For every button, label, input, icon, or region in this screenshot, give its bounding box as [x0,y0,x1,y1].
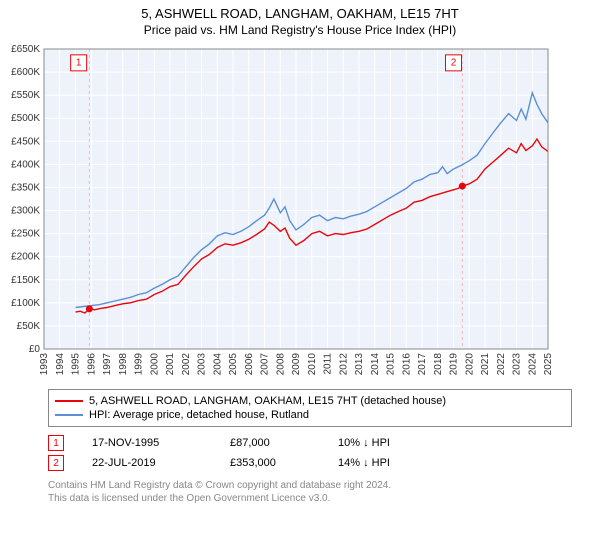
svg-text:1: 1 [76,57,82,68]
svg-text:2019: 2019 [449,353,460,376]
svg-text:2012: 2012 [338,353,349,376]
svg-text:£400K: £400K [11,159,40,170]
svg-text:£150K: £150K [11,275,40,286]
svg-text:1999: 1999 [134,353,145,376]
legend: 5, ASHWELL ROAD, LANGHAM, OAKHAM, LE15 7… [48,389,572,427]
svg-text:2020: 2020 [464,353,475,376]
line-chart-svg: £0£50K£100K£150K£200K£250K£300K£350K£400… [0,41,560,381]
svg-text:£650K: £650K [11,44,40,55]
svg-text:£350K: £350K [11,182,40,193]
svg-text:2002: 2002 [181,353,192,376]
svg-text:£50K: £50K [17,321,41,332]
legend-item: 5, ASHWELL ROAD, LANGHAM, OAKHAM, LE15 7… [55,394,565,408]
transaction-price: £87,000 [230,437,310,449]
svg-text:2006: 2006 [244,353,255,376]
svg-text:£550K: £550K [11,90,40,101]
svg-text:£250K: £250K [11,229,40,240]
svg-text:£100K: £100K [11,298,40,309]
legend-label: 5, ASHWELL ROAD, LANGHAM, OAKHAM, LE15 7… [89,395,446,407]
transaction-date: 22-JUL-2019 [92,457,202,469]
legend-swatch [55,414,83,416]
transaction-date: 17-NOV-1995 [92,437,202,449]
svg-text:2024: 2024 [527,353,538,376]
svg-text:£600K: £600K [11,67,40,78]
svg-text:£300K: £300K [11,206,40,217]
transactions-table: 1 17-NOV-1995 £87,000 10% ↓ HPI 2 22-JUL-2019… [48,433,572,473]
transaction-delta: 10% ↓ HPI [338,437,428,449]
svg-text:2021: 2021 [480,353,491,376]
footer-line2: This data is licensed under the Open Gov… [48,492,572,505]
svg-text:1993: 1993 [39,353,50,376]
svg-text:2001: 2001 [165,353,176,376]
svg-text:2008: 2008 [275,353,286,376]
svg-text:2007: 2007 [260,353,271,376]
svg-text:2016: 2016 [401,353,412,376]
svg-text:1997: 1997 [102,353,113,376]
transaction-marker: 1 [48,435,64,451]
svg-text:2023: 2023 [512,353,523,376]
svg-text:£500K: £500K [11,113,40,124]
svg-text:1995: 1995 [71,353,82,376]
legend-item: HPI: Average price, detached house, Rutl… [55,408,565,422]
svg-text:£450K: £450K [11,136,40,147]
transaction-price: £353,000 [230,457,310,469]
chart-area: £0£50K£100K£150K£200K£250K£300K£350K£400… [0,41,600,381]
transaction-delta: 14% ↓ HPI [338,457,428,469]
svg-text:2018: 2018 [433,353,444,376]
transaction-row: 2 22-JUL-2019 £353,000 14% ↓ HPI [48,453,572,473]
svg-text:2010: 2010 [307,353,318,376]
legend-label: HPI: Average price, detached house, Rutl… [89,409,309,421]
transaction-marker: 2 [48,455,64,471]
svg-text:2013: 2013 [354,353,365,376]
svg-text:2022: 2022 [496,353,507,376]
svg-text:£200K: £200K [11,252,40,263]
svg-text:1996: 1996 [86,353,97,376]
footer-attribution: Contains HM Land Registry data © Crown c… [48,479,572,505]
svg-text:2: 2 [451,57,457,68]
svg-text:2003: 2003 [197,353,208,376]
chart-title-line2: Price paid vs. HM Land Registry's House … [0,21,600,41]
legend-swatch [55,400,83,402]
svg-text:2009: 2009 [291,353,302,376]
svg-text:2017: 2017 [417,353,428,376]
svg-text:1998: 1998 [118,353,129,376]
svg-text:1994: 1994 [55,353,66,376]
svg-text:2015: 2015 [386,353,397,376]
svg-text:2011: 2011 [323,353,334,375]
svg-text:2014: 2014 [370,353,381,376]
svg-text:2005: 2005 [228,353,239,376]
transaction-row: 1 17-NOV-1995 £87,000 10% ↓ HPI [48,433,572,453]
svg-text:2000: 2000 [149,353,160,376]
svg-text:2004: 2004 [212,353,223,376]
svg-text:2025: 2025 [543,353,554,376]
footer-line1: Contains HM Land Registry data © Crown c… [48,479,572,492]
chart-title-line1: 5, ASHWELL ROAD, LANGHAM, OAKHAM, LE15 7… [0,0,600,21]
